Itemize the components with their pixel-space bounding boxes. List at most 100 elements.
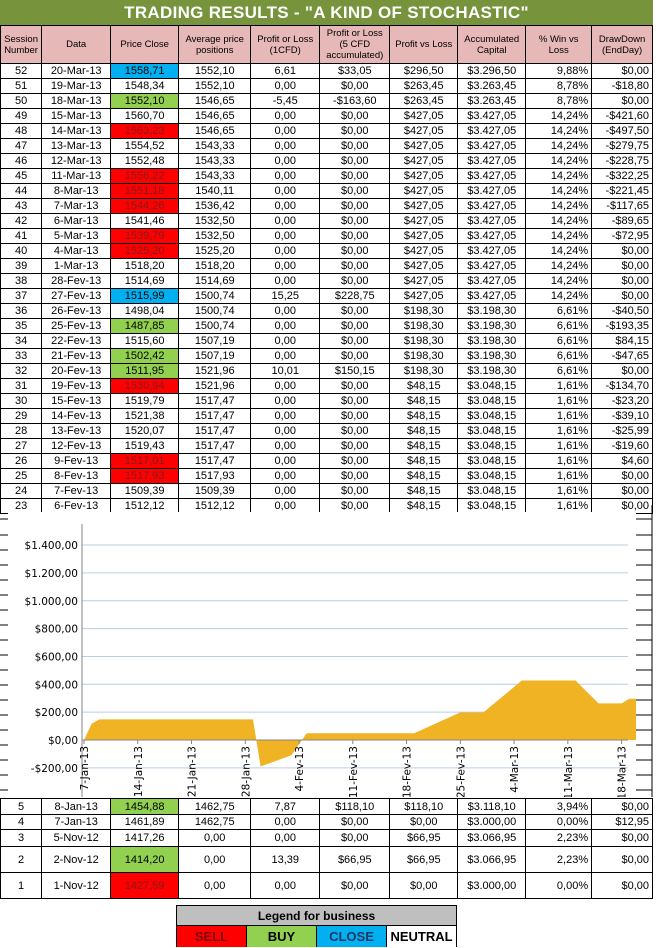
cell-pl-1cfd[interactable]: 0,00 [250,78,321,94]
cell-profit-vs-loss[interactable]: $48,15 [389,438,459,454]
cell-date[interactable]: 14-Mar-13 [41,123,112,139]
cell-capital[interactable]: $3.296,50 [457,63,527,79]
cell-pl-5cfd[interactable]: $0,00 [319,483,391,499]
cell-pl-5cfd[interactable]: $33,05 [319,63,391,79]
cell-profit-vs-loss[interactable]: $427,05 [389,273,459,289]
cell-pl-5cfd[interactable]: $0,00 [319,198,391,214]
cell-price-close[interactable]: 1548,34 [110,78,180,94]
cell-capital[interactable]: $3.427,05 [457,213,527,229]
cell-profit-vs-loss[interactable]: $198,30 [389,348,459,364]
cell-drawdown[interactable]: -$228,75 [591,153,653,169]
cell-capital[interactable]: $3.000,00 [457,872,527,899]
cell-session[interactable]: 35 [0,318,43,334]
cell-win-pct[interactable]: 14,24% [525,183,593,199]
cell-capital[interactable]: $3.048,15 [457,453,527,469]
cell-drawdown[interactable]: -$117,65 [591,198,653,214]
cell-capital[interactable]: $3.427,05 [457,183,527,199]
cell-date[interactable]: 9-Fev-13 [41,453,112,469]
cell-profit-vs-loss[interactable]: $198,30 [389,303,459,319]
cell-win-pct[interactable]: 1,61% [525,438,593,454]
cell-date[interactable]: 7-Jan-13 [41,814,112,830]
cell-pl-1cfd[interactable]: 0,00 [250,318,321,334]
cell-price-close[interactable]: 1554,52 [110,138,180,154]
cell-pl-1cfd[interactable]: 0,00 [250,378,321,394]
cell-pl-1cfd[interactable]: 6,61 [250,63,321,79]
cell-pl-1cfd[interactable]: 0,00 [250,438,321,454]
cell-drawdown[interactable]: $0,00 [591,798,653,815]
cell-pl-1cfd[interactable]: 0,00 [250,183,321,199]
cell-date[interactable]: 13-Fev-13 [41,423,112,439]
cell-pl-5cfd[interactable]: $0,00 [319,498,391,514]
cell-pl-1cfd[interactable]: 0,00 [250,408,321,424]
cell-profit-vs-loss[interactable]: $427,05 [389,183,459,199]
cell-win-pct[interactable]: 14,24% [525,288,593,304]
cell-session[interactable]: 1 [0,872,43,899]
cell-pl-5cfd[interactable]: $0,00 [319,393,391,409]
cell-pl-5cfd[interactable]: $0,00 [319,333,391,349]
cell-drawdown[interactable]: $84,15 [591,333,653,349]
cell-profit-vs-loss[interactable]: $296,50 [389,63,459,79]
cell-date[interactable]: 8-Fev-13 [41,468,112,484]
cell-date[interactable]: 15-Fev-13 [41,393,112,409]
cell-capital[interactable]: $3.427,05 [457,168,527,184]
cell-price-close[interactable]: 1519,43 [110,438,180,454]
cell-session[interactable]: 38 [0,273,43,289]
cell-capital[interactable]: $3.427,05 [457,198,527,214]
cell-pl-1cfd[interactable]: 0,00 [250,348,321,364]
cell-profit-vs-loss[interactable]: $48,15 [389,468,459,484]
cell-drawdown[interactable]: -$47,65 [591,348,653,364]
cell-date[interactable]: 13-Mar-13 [41,138,112,154]
cell-price-close[interactable]: 1498,04 [110,303,180,319]
cell-capital[interactable]: $3.048,15 [457,438,527,454]
cell-drawdown[interactable]: $0,00 [591,93,653,109]
col-header-drawdown[interactable]: DrawDown (EndDay) [591,25,653,64]
cell-pl-5cfd[interactable]: $0,00 [319,258,391,274]
cell-avg-price[interactable]: 1521,96 [178,378,252,394]
cell-pl-5cfd[interactable]: $0,00 [319,318,391,334]
cell-pl-5cfd[interactable]: $0,00 [319,348,391,364]
cell-pl-5cfd[interactable]: $0,00 [319,183,391,199]
cell-win-pct[interactable]: 1,61% [525,408,593,424]
cell-date[interactable]: 25-Fev-13 [41,318,112,334]
cell-capital[interactable]: $3.427,05 [457,153,527,169]
cell-pl-5cfd[interactable]: $0,00 [319,123,391,139]
cell-avg-price[interactable]: 1462,75 [178,814,252,830]
cell-session[interactable]: 42 [0,213,43,229]
cell-avg-price[interactable]: 1514,69 [178,273,252,289]
cell-avg-price[interactable]: 1507,19 [178,333,252,349]
col-header-session[interactable]: Session Number [0,25,43,64]
col-header-capital[interactable]: Accumulated Capital [457,25,527,64]
cell-session[interactable]: 52 [0,63,43,79]
cell-date[interactable]: 18-Mar-13 [41,93,112,109]
cell-date[interactable]: 26-Fev-13 [41,303,112,319]
cell-pl-1cfd[interactable]: 0,00 [250,303,321,319]
cell-avg-price[interactable]: 1536,42 [178,198,252,214]
cell-session[interactable]: 3 [0,829,43,847]
cell-price-close[interactable]: 1509,39 [110,483,180,499]
cell-drawdown[interactable]: $0,00 [591,243,653,259]
cell-drawdown[interactable]: $0,00 [591,829,653,847]
cell-win-pct[interactable]: 14,24% [525,273,593,289]
cell-pl-1cfd[interactable]: 0,00 [250,138,321,154]
cell-profit-vs-loss[interactable]: $118,10 [389,798,459,815]
cell-session[interactable]: 45 [0,168,43,184]
cell-price-close[interactable]: 1551,18 [110,183,180,199]
cell-win-pct[interactable]: 6,61% [525,348,593,364]
cell-date[interactable]: 2-Nov-12 [41,846,112,873]
cell-win-pct[interactable]: 14,24% [525,108,593,124]
cell-win-pct[interactable]: 14,24% [525,123,593,139]
cell-session[interactable]: 34 [0,333,43,349]
cell-drawdown[interactable]: -$89,65 [591,213,653,229]
cell-price-close[interactable]: 1517,01 [110,453,180,469]
cell-date[interactable]: 1-Nov-12 [41,872,112,899]
cell-price-close[interactable]: 1518,20 [110,258,180,274]
cell-session[interactable]: 5 [0,798,43,815]
cell-drawdown[interactable]: -$25,99 [591,423,653,439]
cell-win-pct[interactable]: 14,24% [525,198,593,214]
cell-avg-price[interactable]: 1546,65 [178,123,252,139]
cell-date[interactable]: 14-Fev-13 [41,408,112,424]
cell-pl-5cfd[interactable]: $66,95 [319,846,391,873]
cell-pl-1cfd[interactable]: -5,45 [250,93,321,109]
cell-pl-5cfd[interactable]: $0,00 [319,378,391,394]
col-header-pl-5cfd[interactable]: Profit or Loss (5 CFD accumulated) [319,25,391,64]
